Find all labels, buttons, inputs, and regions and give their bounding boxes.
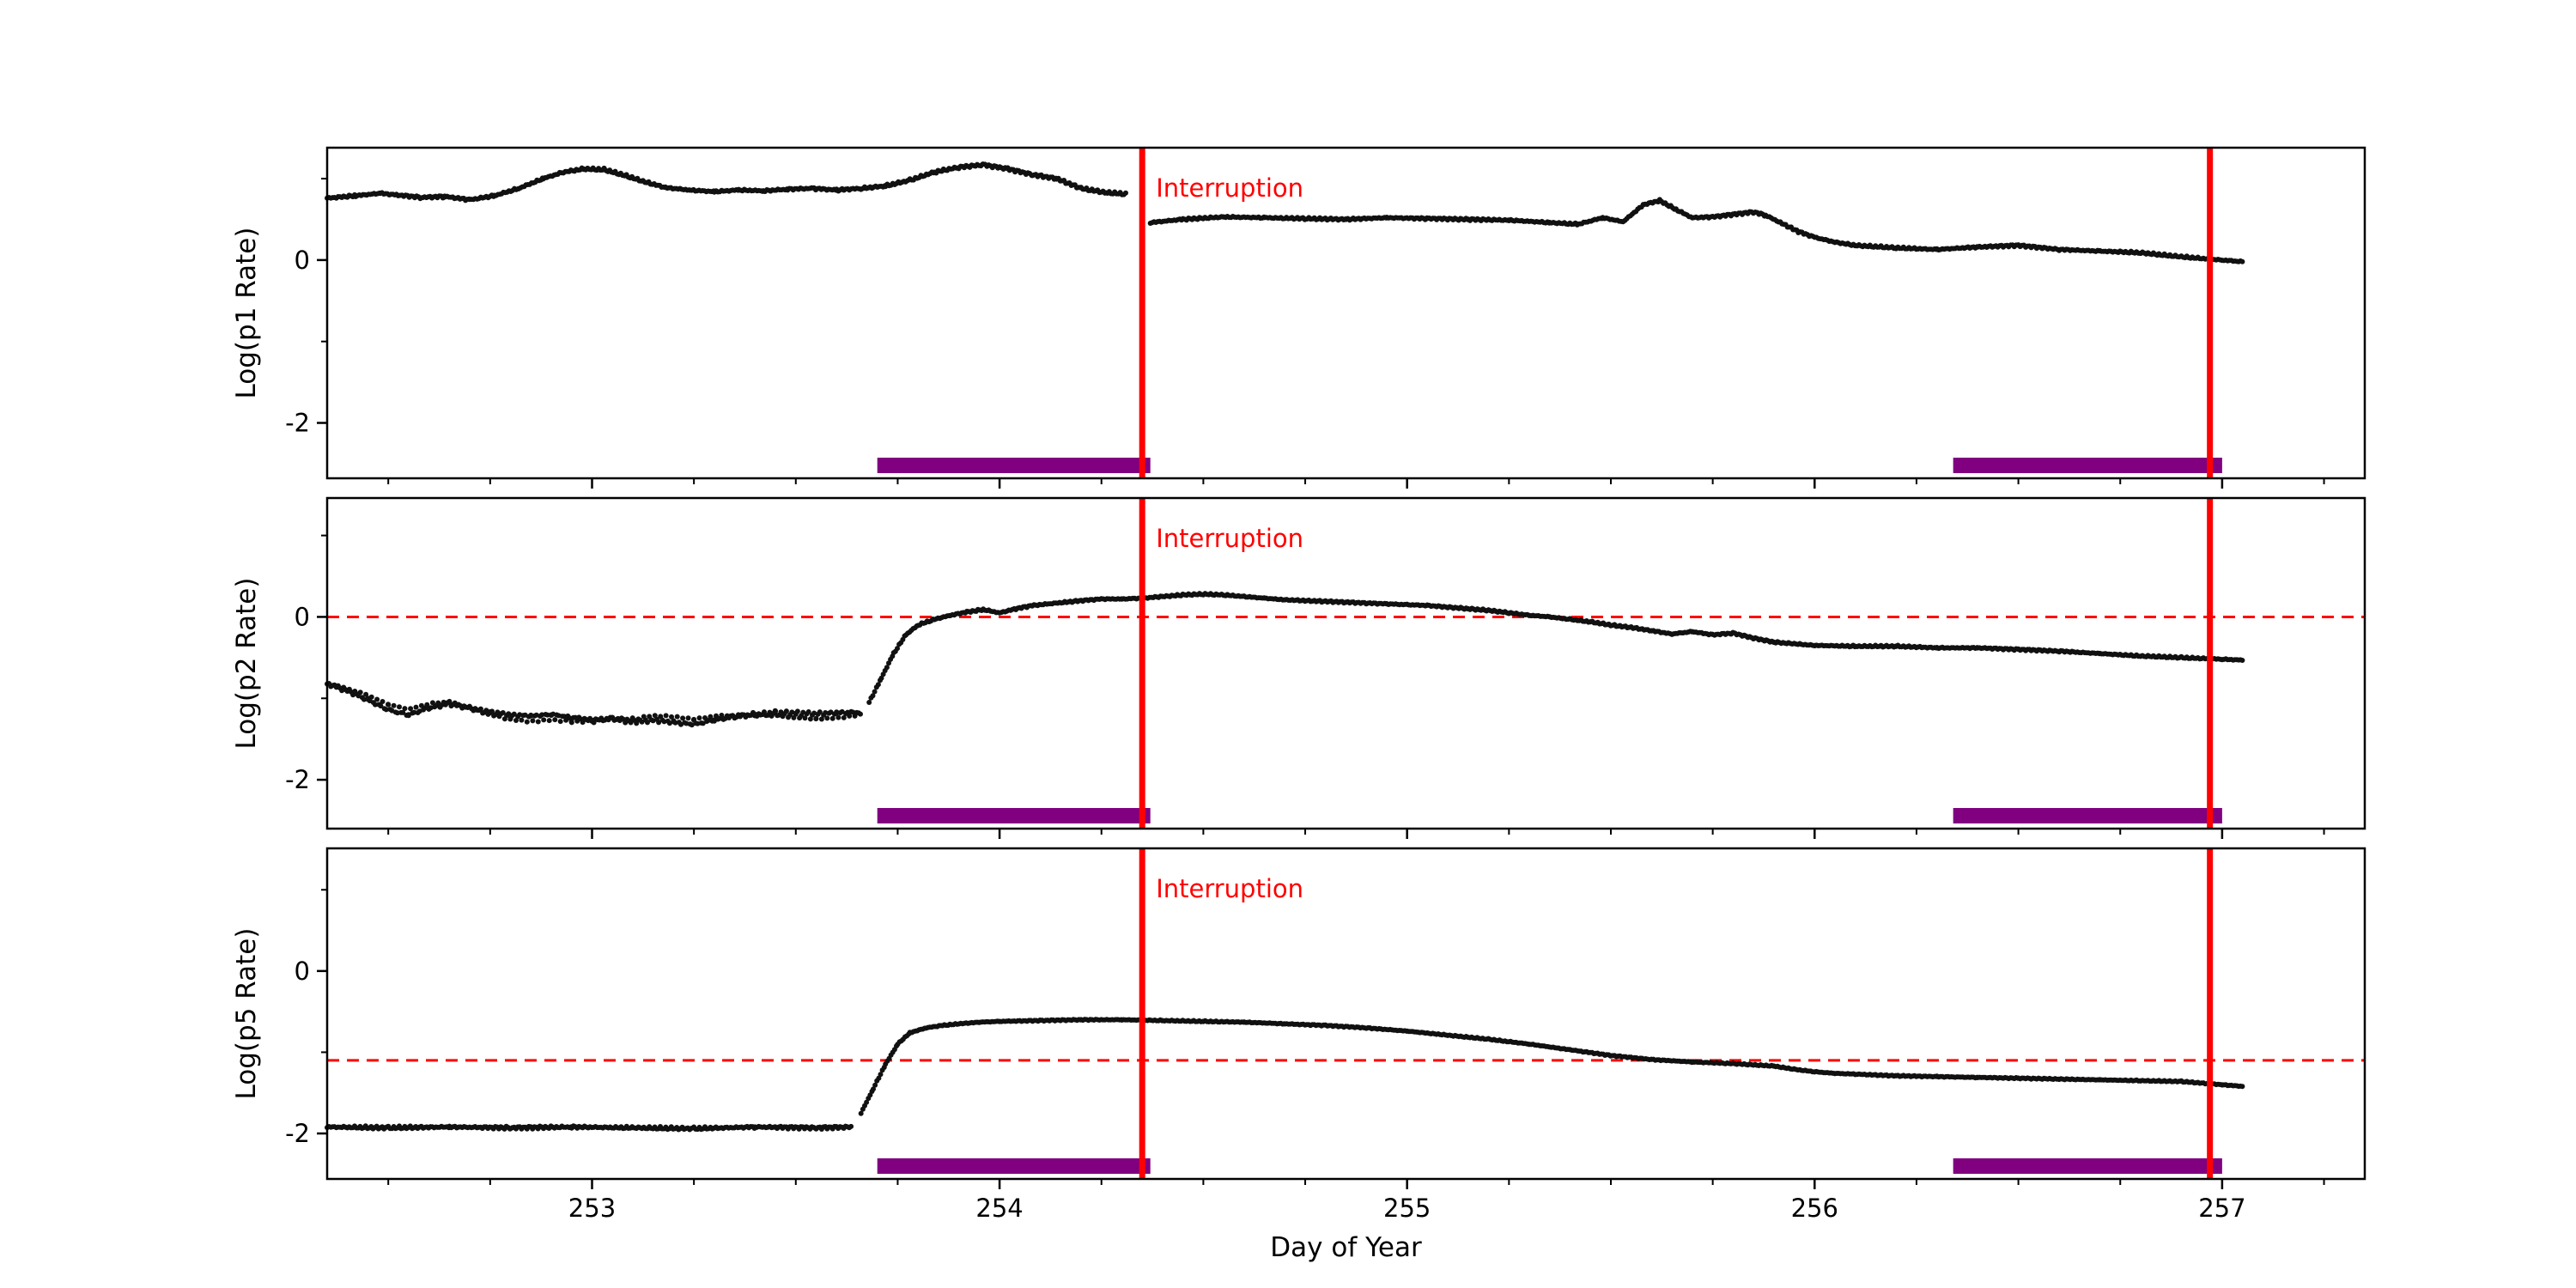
interval-span-bar [877, 1158, 1151, 1174]
y-axis-label: Log(p1 Rate) [231, 228, 262, 399]
y-tick-label: -2 [285, 409, 310, 438]
x-tick-label: 253 [568, 1194, 616, 1223]
x-tick-label: 256 [1791, 1194, 1838, 1223]
scatter-series [325, 591, 2245, 728]
x-tick-label: 254 [975, 1194, 1023, 1223]
interruption-label: Interruption [1156, 173, 1303, 203]
panel-log-p1-rate-: Interruption 0 -2 Log(p1 Rate) [231, 146, 2366, 489]
axes-frame [325, 146, 2366, 480]
axes-frame [325, 847, 2366, 1181]
y-tick-label: -2 [285, 765, 310, 794]
scatter-series [325, 161, 2245, 264]
interruption-label: Interruption [1156, 524, 1303, 553]
axes-frame [325, 496, 2366, 830]
y-tick-label: -2 [285, 1119, 310, 1148]
y-axis-label: Log(p2 Rate) [231, 578, 262, 750]
interval-span-bar [877, 458, 1151, 473]
y-axis-label: Log(p5 Rate) [231, 928, 262, 1100]
scatter-series [325, 1017, 2245, 1133]
interval-span-bar [1953, 1158, 2222, 1174]
x-tick-label: 257 [2198, 1194, 2245, 1223]
x-axis-label: Day of Year [1270, 1232, 1422, 1263]
interval-span-bar [877, 808, 1151, 823]
x-tick-label: 255 [1383, 1194, 1431, 1223]
interruption-label: Interruption [1156, 874, 1303, 903]
interval-span-bar [1953, 808, 2222, 823]
y-tick-label: 0 [295, 602, 310, 631]
panel-log-p2-rate-: Interruption 0 -2 Log(p2 Rate) [231, 496, 2366, 839]
y-tick-label: 0 [295, 246, 310, 275]
panel-log-p5-rate-: Interruption 0 -2 253 254 255 256 257 Log(p5 Rat… [231, 847, 2366, 1223]
y-tick-label: 0 [295, 957, 310, 986]
interval-span-bar [1953, 458, 2222, 473]
